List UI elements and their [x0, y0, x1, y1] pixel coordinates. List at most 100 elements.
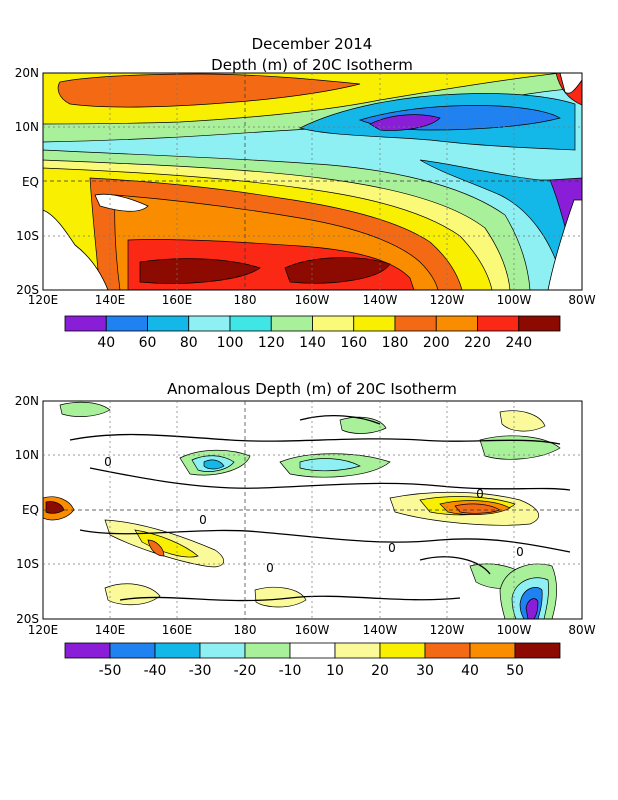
colorbar-swatch [514, 642, 561, 659]
x-tick-label: 160E [162, 293, 193, 307]
chart2-anom-warm-west2 [45, 501, 65, 514]
chart1-band-eq-blue [419, 159, 582, 273]
chart1-colorbar: 40 60 80 100 120 140 160 180 200 220 240 [64, 315, 561, 351]
chart1-title: December 2014 [252, 35, 373, 53]
colorbar-swatch [424, 642, 471, 659]
colorbar-swatch [435, 315, 478, 332]
chart2-anom-yellow [254, 586, 307, 608]
y-tick-label: 20N [15, 394, 39, 408]
colorbar-label: 80 [180, 335, 198, 351]
colorbar-swatch [518, 315, 561, 332]
chart2-contour-labels: 0 0 0 0 0 0 [104, 455, 524, 575]
colorbar-label: 160 [340, 335, 367, 351]
colorbar-label: -40 [144, 663, 167, 679]
chart1-grid [43, 73, 582, 290]
chart1-subtitle: Depth (m) of 20C Isotherm [211, 56, 413, 74]
chart2-anom-cyan [299, 458, 361, 472]
chart2-y-ticks: 20N 10N EQ 10S 20S [15, 394, 39, 626]
y-tick-label: EQ [22, 175, 39, 189]
x-tick-label: 160E [162, 623, 193, 637]
x-tick-label: 100W [497, 623, 532, 637]
y-tick-label: 20S [16, 612, 39, 626]
chart2-anom-yellow [104, 583, 161, 606]
colorbar-label: 10 [326, 663, 344, 679]
chart1-band-n-orange [57, 73, 361, 108]
y-tick-label: 20S [16, 283, 39, 297]
chart2-anom-orange [147, 539, 165, 557]
colorbar-label: 140 [299, 335, 326, 351]
colorbar-label: 240 [505, 335, 532, 351]
colorbar-swatch [229, 315, 272, 332]
chart2-x-ticks: 120E 140E 160E 180 160W 140W 120W 100W 8… [28, 623, 596, 637]
colorbar-label: -20 [234, 663, 257, 679]
colorbar-label: 100 [217, 335, 244, 351]
colorbar-swatch [199, 642, 246, 659]
colorbar-label: 40 [97, 335, 115, 351]
colorbar-swatch [244, 642, 291, 659]
chart2-anom-plume-purple [525, 598, 539, 619]
colorbar-label: 180 [382, 335, 409, 351]
y-tick-label: 10S [16, 229, 39, 243]
colorbar-label: 60 [139, 335, 157, 351]
colorbar-swatch [353, 315, 396, 332]
contour-label: 0 [388, 541, 396, 555]
x-tick-label: 140W [363, 623, 398, 637]
colorbar-label: 120 [258, 335, 285, 351]
colorbar-swatch [469, 642, 516, 659]
colorbar-swatch [109, 642, 156, 659]
contour-label: 0 [266, 561, 274, 575]
colorbar-swatch [312, 315, 355, 332]
chart1-band-purple [369, 114, 441, 131]
x-tick-label: 160W [295, 293, 330, 307]
colorbar-swatch [147, 315, 190, 332]
chart1-frame [42, 72, 583, 291]
contour-label: 0 [104, 455, 112, 469]
x-tick-label: 120W [430, 293, 465, 307]
y-tick-label: 10S [16, 557, 39, 571]
chart1-x-ticks: 120E 140E 160E 180 160W 140W 120W 100W 8… [28, 293, 596, 307]
x-tick-label: 140E [95, 293, 126, 307]
contour-label: 0 [476, 487, 484, 501]
colorbar-label: 40 [461, 663, 479, 679]
colorbar-swatch [105, 315, 148, 332]
chart2-grid [43, 401, 582, 619]
x-tick-label: 120E [28, 623, 59, 637]
colorbar-swatch [270, 315, 313, 332]
x-tick-label: 120E [28, 293, 59, 307]
x-tick-label: 180 [234, 623, 257, 637]
colorbar-label: -10 [279, 663, 302, 679]
colorbar-label: 30 [416, 663, 434, 679]
colorbar-swatch [64, 315, 107, 332]
colorbar-label: 50 [506, 663, 524, 679]
chart2-zero-contours [69, 414, 571, 602]
x-tick-label: 160W [295, 623, 330, 637]
chart2-anom-green [59, 401, 111, 417]
chart1-field [43, 73, 582, 290]
x-tick-label: 180 [234, 293, 257, 307]
chart1-band-s-darkred [139, 258, 261, 284]
colorbar-label: 220 [464, 335, 491, 351]
colorbar-swatch [188, 315, 231, 332]
colorbar-swatch [334, 642, 381, 659]
x-tick-label: 140E [95, 623, 126, 637]
colorbar-swatch [477, 315, 520, 332]
chart1-y-ticks: 20N 10N EQ 10S 20S [15, 66, 39, 297]
chart2-anom-blue [203, 459, 225, 470]
x-tick-label: 120W [430, 623, 465, 637]
chart2-anom-yellow [499, 410, 546, 432]
colorbar-swatch [394, 315, 437, 332]
colorbar-label: -50 [99, 663, 122, 679]
colorbar-swatch [154, 642, 201, 659]
chart2-colorbar: -50 -40 -30 -20 -10 10 20 30 40 50 [64, 642, 561, 679]
colorbar-swatch [289, 642, 336, 659]
chart1-band-s-darkred2 [284, 257, 391, 284]
x-tick-label: 80W [568, 623, 595, 637]
x-tick-label: 100W [497, 293, 532, 307]
colorbar-label: 20 [371, 663, 389, 679]
colorbar-swatch [379, 642, 426, 659]
colorbar-swatch [64, 642, 111, 659]
contour-label: 0 [516, 545, 524, 559]
chart1-land-west [43, 209, 109, 290]
colorbar-label: 200 [423, 335, 450, 351]
